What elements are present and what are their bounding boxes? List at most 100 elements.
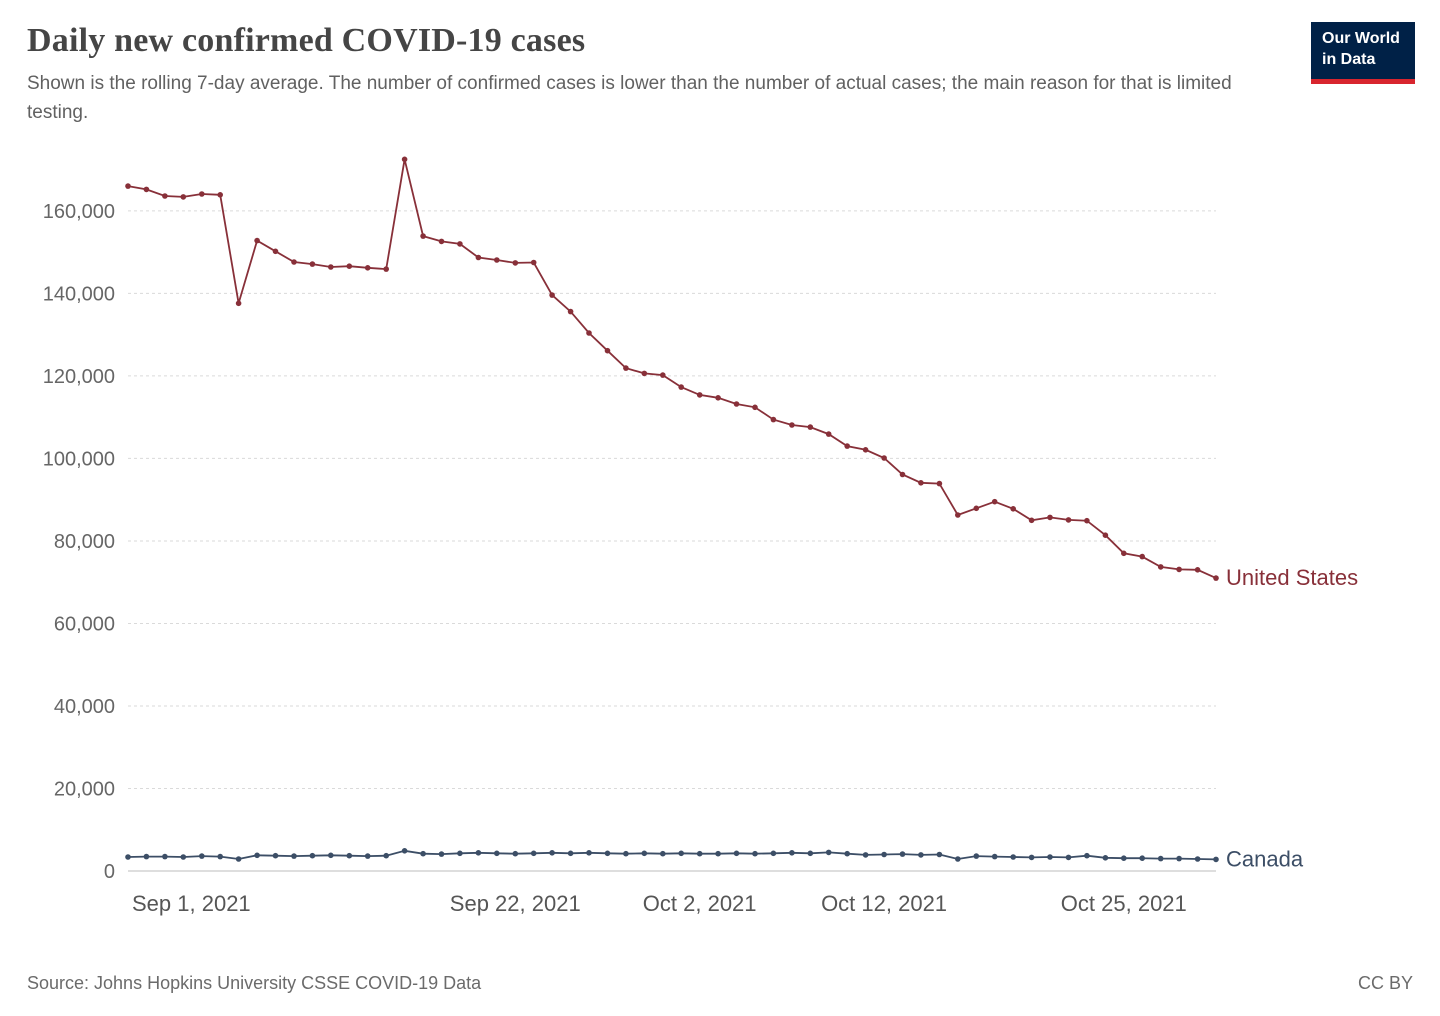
data-point-canada[interactable] (567, 850, 574, 857)
data-point-united-states[interactable] (420, 233, 426, 239)
data-point-united-states[interactable] (660, 372, 666, 378)
data-point-canada[interactable] (549, 850, 555, 856)
data-point-canada[interactable] (438, 851, 445, 857)
data-point-united-states[interactable] (955, 512, 961, 518)
data-point-canada[interactable] (401, 848, 408, 854)
data-point-united-states[interactable] (807, 424, 814, 430)
data-point-canada[interactable] (733, 850, 740, 857)
data-point-canada[interactable] (1176, 855, 1182, 862)
data-point-canada[interactable] (291, 853, 297, 859)
data-point-united-states[interactable] (475, 254, 482, 261)
covid-cases-line-chart[interactable]: 0 20,000 40,000 60,000 80,000 100,000 120,000 1… (0, 131, 1440, 931)
data-point-canada[interactable] (660, 850, 666, 857)
data-point-united-states[interactable] (1194, 567, 1201, 573)
data-point-united-states[interactable] (1121, 550, 1127, 557)
data-point-united-states[interactable] (457, 241, 463, 247)
data-point-united-states[interactable] (1213, 575, 1219, 581)
data-point-canada[interactable] (1047, 854, 1053, 860)
data-point-united-states[interactable] (1139, 553, 1145, 560)
data-point-united-states[interactable] (125, 183, 131, 189)
data-point-united-states[interactable] (272, 248, 279, 255)
data-point-united-states[interactable] (1157, 564, 1164, 570)
data-point-canada[interactable] (899, 851, 906, 857)
data-point-canada[interactable] (1010, 854, 1016, 860)
data-point-canada[interactable] (918, 852, 924, 858)
data-point-canada[interactable] (936, 851, 943, 858)
data-point-canada[interactable] (494, 850, 500, 857)
data-point-united-states[interactable] (899, 471, 906, 478)
data-point-united-states[interactable] (881, 455, 887, 461)
data-point-canada[interactable] (1102, 855, 1109, 861)
data-point-united-states[interactable] (752, 404, 758, 411)
data-point-canada[interactable] (217, 853, 223, 860)
data-point-canada[interactable] (881, 851, 887, 858)
data-point-canada[interactable] (678, 850, 684, 857)
data-point-canada[interactable] (955, 856, 961, 862)
data-point-united-states[interactable] (199, 191, 205, 197)
data-point-canada[interactable] (346, 852, 353, 859)
data-point-united-states[interactable] (770, 416, 777, 423)
data-point-canada[interactable] (807, 850, 814, 857)
data-point-united-states[interactable] (346, 263, 353, 269)
data-point-united-states[interactable] (530, 259, 537, 266)
data-point-united-states[interactable] (328, 264, 334, 270)
data-point-united-states[interactable] (641, 370, 648, 377)
data-point-united-states[interactable] (623, 365, 629, 371)
data-point-canada[interactable] (1121, 855, 1127, 861)
data-point-united-states[interactable] (586, 330, 592, 336)
data-point-united-states[interactable] (383, 266, 390, 272)
data-point-canada[interactable] (364, 853, 371, 859)
data-point-united-states[interactable] (291, 259, 297, 265)
data-point-canada[interactable] (1194, 856, 1201, 862)
data-point-canada[interactable] (512, 850, 519, 857)
data-point-united-states[interactable] (844, 443, 850, 449)
data-point-canada[interactable] (641, 850, 648, 857)
data-point-canada[interactable] (844, 850, 850, 857)
data-point-canada[interactable] (825, 849, 832, 856)
data-point-canada[interactable] (475, 850, 482, 856)
data-point-united-states[interactable] (364, 265, 371, 271)
data-point-united-states[interactable] (254, 237, 260, 244)
data-point-united-states[interactable] (789, 422, 795, 428)
data-point-canada[interactable] (696, 850, 703, 857)
owid-logo[interactable]: Our World in Data (1311, 22, 1415, 84)
data-point-united-states[interactable] (862, 447, 869, 453)
data-point-united-states[interactable] (1028, 517, 1035, 524)
data-point-united-states[interactable] (1084, 517, 1090, 524)
data-point-canada[interactable] (770, 850, 777, 857)
data-point-united-states[interactable] (1047, 514, 1053, 521)
data-point-canada[interactable] (328, 852, 334, 859)
data-point-united-states[interactable] (715, 395, 721, 401)
data-point-united-states[interactable] (1102, 532, 1109, 538)
data-point-canada[interactable] (604, 850, 611, 857)
data-point-united-states[interactable] (494, 257, 500, 263)
data-point-canada[interactable] (254, 852, 260, 859)
data-point-canada[interactable] (383, 852, 390, 859)
data-point-united-states[interactable] (1176, 566, 1182, 573)
data-point-canada[interactable] (309, 852, 316, 859)
data-point-united-states[interactable] (162, 193, 168, 199)
data-point-canada[interactable] (125, 854, 131, 860)
data-point-canada[interactable] (1213, 856, 1219, 863)
data-point-united-states[interactable] (1010, 506, 1016, 512)
data-point-canada[interactable] (420, 850, 426, 857)
data-point-united-states[interactable] (918, 480, 924, 486)
data-point-united-states[interactable] (678, 384, 684, 390)
data-point-united-states[interactable] (512, 260, 519, 266)
license-link[interactable]: CC BY (1357, 973, 1413, 993)
data-point-canada[interactable] (1139, 855, 1145, 861)
data-point-united-states[interactable] (696, 392, 703, 398)
data-point-canada[interactable] (586, 850, 592, 856)
data-point-canada[interactable] (1028, 854, 1035, 861)
data-point-canada[interactable] (143, 853, 150, 860)
data-point-united-states[interactable] (604, 347, 611, 354)
data-point-united-states[interactable] (438, 238, 445, 245)
data-point-canada[interactable] (457, 850, 463, 857)
data-point-united-states[interactable] (143, 186, 150, 193)
data-point-united-states[interactable] (549, 292, 555, 298)
data-point-canada[interactable] (272, 852, 279, 859)
data-point-canada[interactable] (235, 856, 242, 862)
data-point-canada[interactable] (715, 850, 721, 857)
data-point-canada[interactable] (180, 854, 187, 860)
data-point-canada[interactable] (162, 853, 168, 860)
